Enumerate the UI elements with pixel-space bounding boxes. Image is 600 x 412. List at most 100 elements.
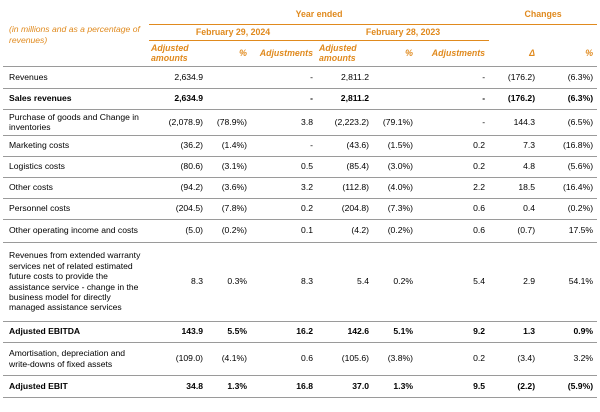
cell-adjusted-2023: 2,811.2 — [317, 87, 373, 109]
row-label: Other operating income and costs — [3, 218, 149, 242]
cell-adjustments-2024: 16.2 — [251, 320, 317, 342]
cell-delta: (176.2) — [489, 87, 540, 109]
cell-adjustments-2024: 3.8 — [251, 108, 317, 135]
cell-pct-2023: 0.2% — [373, 241, 417, 321]
cell-adjustments-2024: 0.2 — [251, 197, 317, 219]
table-row: Adjusted EBIT 34.8 1.3% 16.8 37.0 1.3% 9.5 (2.2… — [3, 374, 598, 398]
table-row: Other operating income and costs (5.0) (0.… — [3, 218, 598, 242]
cell-change-pct: (5.6%) — [539, 155, 598, 177]
cell-change-pct: (16.4%) — [539, 176, 598, 198]
cell-pct-2023: (7.3%) — [373, 197, 417, 219]
cell-adjustments-2024: 0.6 — [251, 341, 317, 375]
cell-delta: 2.9 — [489, 241, 540, 321]
cell-adjusted-2024: 143.9 — [149, 320, 207, 342]
cell-adjusted-2024: (109.0) — [149, 341, 207, 375]
row-label: Personnel costs — [3, 197, 149, 219]
cell-delta: 0.4 — [489, 197, 540, 219]
cell-pct-2023: (4.0%) — [373, 176, 417, 198]
cell-adjustments-2023: - — [417, 65, 490, 88]
cell-pct-2024: (3.6%) — [207, 176, 251, 198]
income-statement-table: (in millions and as a percentage of reve… — [3, 4, 598, 398]
table-row: Amortisation, depreciation and write-dow… — [3, 341, 598, 375]
cell-adjustments-2023: 0.2 — [417, 341, 490, 375]
cell-pct-2023: (3.8%) — [373, 341, 417, 375]
cell-adjustments-2024: 0.1 — [251, 218, 317, 242]
cell-pct-2023: 1.3% — [373, 374, 417, 398]
cell-pct-2023: (0.2%) — [373, 218, 417, 242]
cell-pct-2023: 5.1% — [373, 320, 417, 342]
cell-change-pct: (5.9%) — [539, 374, 598, 398]
table-row: Adjusted EBITDA 143.9 5.5% 16.2 142.6 5.1% 9.2… — [3, 320, 598, 342]
cell-pct-2024: 1.3% — [207, 374, 251, 398]
cell-adjusted-2023: (4.2) — [317, 218, 373, 242]
cell-adjusted-2023: (85.4) — [317, 155, 373, 177]
col-change-pct: % — [585, 47, 594, 58]
cell-adjusted-2023: (105.6) — [317, 341, 373, 375]
cell-adjusted-2024: (204.5) — [149, 197, 207, 219]
cell-adjustments-2023: 9.5 — [417, 374, 490, 398]
cell-adjusted-2024: (2,078.9) — [149, 108, 207, 135]
table-row: Revenues 2,634.9-2,811.2- (176.2) (6.3%) — [3, 65, 598, 88]
cell-change-pct: (16.8%) — [539, 134, 598, 156]
cell-pct-2024: (78.9%) — [207, 108, 251, 135]
table-row: Purchase of goods and Change in inventor… — [3, 108, 598, 135]
cell-adjustments-2024: 0.5 — [251, 155, 317, 177]
col-adjusted-2024: Adjusted amounts — [151, 43, 189, 63]
col-pct-2023: % — [405, 47, 413, 58]
cell-adjustments-2023: 0.6 — [417, 218, 490, 242]
cell-adjustments-2023: 0.2 — [417, 155, 490, 177]
table-row: Other costs (94.2) (3.6%) 3.2 (112.8) (4.0%) 2… — [3, 176, 598, 198]
cell-pct-2024: (1.4%) — [207, 134, 251, 156]
period-2023-heading: February 28, 2023 — [317, 24, 490, 41]
cell-pct-2024: (4.1%) — [207, 341, 251, 375]
table-row: Marketing costs (36.2) (1.4%) - (43.6) (1.5%)… — [3, 134, 598, 156]
cell-adjustments-2024: - — [251, 134, 317, 156]
cell-adjustments-2023: - — [417, 108, 490, 135]
table-row: Revenues from extended warranty services… — [3, 241, 598, 321]
row-label: Sales revenues — [3, 87, 149, 109]
row-label: Marketing costs — [3, 134, 149, 156]
cell-adjustments-2024: - — [251, 87, 317, 109]
cell-change-pct: (6.3%) — [539, 87, 598, 109]
cell-adjusted-2023: (204.8) — [317, 197, 373, 219]
cell-delta: 7.3 — [489, 134, 540, 156]
cell-adjusted-2023: 37.0 — [317, 374, 373, 398]
col-adjustments-2024: Adjustments — [259, 47, 313, 58]
cell-delta: 1.3 — [489, 320, 540, 342]
cell-change-pct: (6.3%) — [539, 65, 598, 88]
cell-pct-2024 — [207, 65, 251, 88]
cell-delta: (3.4) — [489, 341, 540, 375]
cell-change-pct: 54.1% — [539, 241, 598, 321]
cell-adjustments-2024: - — [251, 65, 317, 88]
row-label: Logistics costs — [3, 155, 149, 177]
cell-adjustments-2024: 3.2 — [251, 176, 317, 198]
cell-change-pct: (0.2%) — [539, 197, 598, 219]
cell-adjusted-2024: (5.0) — [149, 218, 207, 242]
cell-pct-2024: 5.5% — [207, 320, 251, 342]
cell-change-pct: 0.9% — [539, 320, 598, 342]
cell-adjusted-2023: 2,811.2 — [317, 65, 373, 88]
cell-delta: 4.8 — [489, 155, 540, 177]
cell-adjustments-2023: 5.4 — [417, 241, 490, 321]
cell-pct-2024: (7.8%) — [207, 197, 251, 219]
cell-adjusted-2024: 34.8 — [149, 374, 207, 398]
cell-pct-2023: (1.5%) — [373, 134, 417, 156]
cell-change-pct: 3.2% — [539, 341, 598, 375]
cell-adjustments-2023: 9.2 — [417, 320, 490, 342]
cell-delta: (2.2) — [489, 374, 540, 398]
col-adjustments-2023: Adjustments — [431, 47, 486, 58]
cell-adjustments-2023: - — [417, 87, 490, 109]
cell-pct-2024: (3.1%) — [207, 155, 251, 177]
cell-delta: 144.3 — [489, 108, 540, 135]
cell-delta: (176.2) — [489, 65, 540, 88]
table-row: Sales revenues 2,634.9-2,811.2- (176.2) (6.… — [3, 87, 598, 109]
year-ended-heading: Year ended — [149, 4, 490, 25]
cell-pct-2023: (3.0%) — [373, 155, 417, 177]
col-delta: Δ — [529, 47, 536, 58]
period-2024-heading: February 29, 2024 — [149, 24, 317, 41]
cell-pct-2023 — [373, 65, 417, 88]
row-label: Adjusted EBITDA — [3, 320, 149, 342]
col-adjusted-2023: Adjusted amounts — [319, 43, 357, 63]
cell-pct-2023: (79.1%) — [373, 108, 417, 135]
